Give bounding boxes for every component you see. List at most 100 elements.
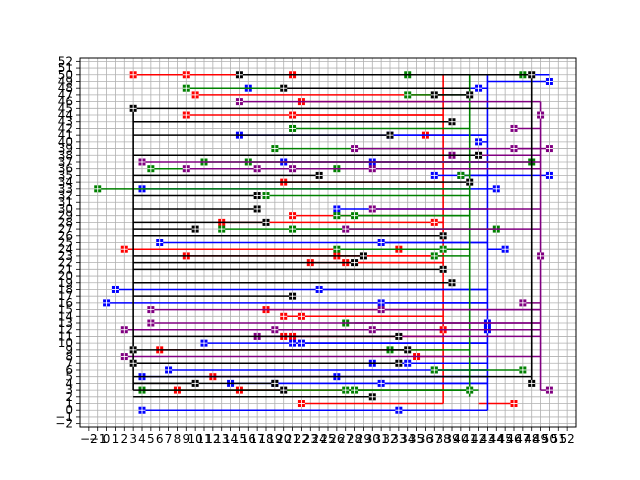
x-tick-label: 15 bbox=[232, 432, 247, 446]
x-tick-label: 27 bbox=[338, 432, 353, 446]
y-tick-label: 23 bbox=[58, 249, 73, 263]
y-tick-label: 21 bbox=[58, 262, 73, 276]
y-tick-label: 41 bbox=[58, 128, 73, 142]
y-tick-label: 35 bbox=[58, 168, 73, 182]
y-tick-label: 30 bbox=[58, 202, 73, 216]
x-tick-label: −1 bbox=[89, 432, 107, 446]
x-tick-label: 30 bbox=[365, 432, 380, 446]
y-tick-label: 26 bbox=[58, 229, 73, 243]
y-tick-label: 4 bbox=[65, 376, 73, 390]
x-tick-label: 1 bbox=[112, 432, 120, 446]
y-tick-label: 32 bbox=[58, 189, 73, 203]
y-tick-label: 34 bbox=[58, 175, 73, 189]
y-tick-label: 33 bbox=[58, 182, 73, 196]
y-tick-label: 52 bbox=[58, 54, 73, 68]
x-tick-label: 41 bbox=[462, 432, 477, 446]
y-tick-label: 49 bbox=[58, 74, 73, 88]
y-tick-label: 44 bbox=[58, 108, 73, 122]
x-tick-label: 51 bbox=[551, 432, 566, 446]
x-tick-label: 3 bbox=[129, 432, 137, 446]
y-tick-label: 1 bbox=[65, 397, 73, 411]
y-tick-label: 51 bbox=[58, 61, 73, 75]
chart-series bbox=[94, 71, 553, 414]
x-tick-label: 16 bbox=[241, 432, 256, 446]
x-tick-label: 48 bbox=[524, 432, 539, 446]
x-tick-label: 17 bbox=[250, 432, 265, 446]
y-tick-label: 50 bbox=[58, 68, 73, 82]
x-tick-label: 37 bbox=[427, 432, 442, 446]
y-tick-label: 6 bbox=[65, 363, 73, 377]
y-tick-label: 28 bbox=[58, 215, 73, 229]
x-tick-label: 21 bbox=[285, 432, 300, 446]
x-tick-label: 35 bbox=[409, 432, 424, 446]
y-tick-label: 16 bbox=[58, 296, 73, 310]
x-tick-label: 50 bbox=[542, 432, 557, 446]
y-tick-label: 48 bbox=[58, 81, 73, 95]
y-tick-label: 15 bbox=[58, 303, 73, 317]
x-tick-label: 0 bbox=[103, 432, 111, 446]
y-tick-label: 20 bbox=[58, 269, 73, 283]
chart-axes: −2−10 1 2 3 4 5 6 7 8 910111213141516171819202122… bbox=[55, 54, 577, 446]
y-tick-label: 40 bbox=[58, 135, 73, 149]
y-tick-label: 24 bbox=[58, 242, 73, 256]
y-tick-label: 9 bbox=[65, 343, 73, 357]
x-tick-label: 31 bbox=[374, 432, 389, 446]
y-tick-label: 43 bbox=[58, 115, 73, 129]
x-tick-label: 39 bbox=[444, 432, 459, 446]
x-tick-label: 29 bbox=[356, 432, 371, 446]
x-tick-label: 9 bbox=[182, 432, 190, 446]
y-tick-label: 22 bbox=[58, 256, 73, 270]
y-tick-label: 38 bbox=[58, 148, 73, 162]
x-tick-label: 12 bbox=[205, 432, 220, 446]
y-tick-label: 46 bbox=[58, 95, 73, 109]
y-tick-label: 17 bbox=[58, 289, 73, 303]
x-tick-label: 43 bbox=[480, 432, 495, 446]
x-tick-label: 45 bbox=[498, 432, 513, 446]
x-tick-label: 7 bbox=[165, 432, 173, 446]
x-tick-label: 4 bbox=[138, 432, 146, 446]
y-tick-label: 11 bbox=[58, 329, 73, 343]
x-tick-label: −2 bbox=[80, 432, 98, 446]
x-tick-label: 28 bbox=[347, 432, 362, 446]
y-tick-label: 31 bbox=[58, 195, 73, 209]
x-tick-label: 44 bbox=[489, 432, 504, 446]
series-group bbox=[120, 98, 553, 394]
x-tick-label: 26 bbox=[329, 432, 344, 446]
y-tick-label: 10 bbox=[58, 336, 73, 350]
y-tick-label: 47 bbox=[58, 88, 73, 102]
y-tick-label: 7 bbox=[65, 356, 73, 370]
y-tick-label: 19 bbox=[58, 276, 73, 290]
y-tick-label: 5 bbox=[65, 370, 73, 384]
y-tick-label: 25 bbox=[58, 236, 73, 250]
y-tick-label: 13 bbox=[58, 316, 73, 330]
x-tick-label: 38 bbox=[436, 432, 451, 446]
x-tick-label: 42 bbox=[471, 432, 486, 446]
x-tick-label: 11 bbox=[196, 432, 211, 446]
y-tick-label: 42 bbox=[58, 121, 73, 135]
y-tick-label: 3 bbox=[65, 383, 73, 397]
x-tick-label: 34 bbox=[400, 432, 415, 446]
x-tick-label: 5 bbox=[147, 432, 155, 446]
y-tick-label: 37 bbox=[58, 155, 73, 169]
x-tick-label: 52 bbox=[560, 432, 575, 446]
y-tick-label: 27 bbox=[58, 222, 73, 236]
y-tick-label: 29 bbox=[58, 209, 73, 223]
x-tick-label: 23 bbox=[303, 432, 318, 446]
x-tick-label: 18 bbox=[258, 432, 273, 446]
y-tick-label: 45 bbox=[58, 101, 73, 115]
x-tick-label: 2 bbox=[120, 432, 128, 446]
x-tick-label: 40 bbox=[453, 432, 468, 446]
x-tick-label: 32 bbox=[382, 432, 397, 446]
y-tick-label: 36 bbox=[58, 162, 73, 176]
y-tick-label: −1 bbox=[55, 410, 73, 424]
series-group bbox=[129, 71, 536, 401]
y-tick-label: 8 bbox=[65, 350, 73, 364]
y-tick-label: 14 bbox=[58, 309, 73, 323]
y-tick-label: 2 bbox=[65, 390, 73, 404]
y-tick-label: −2 bbox=[55, 417, 73, 431]
x-tick-label: 25 bbox=[320, 432, 335, 446]
x-tick-label: 10 bbox=[188, 432, 203, 446]
x-tick-label: 33 bbox=[391, 432, 406, 446]
